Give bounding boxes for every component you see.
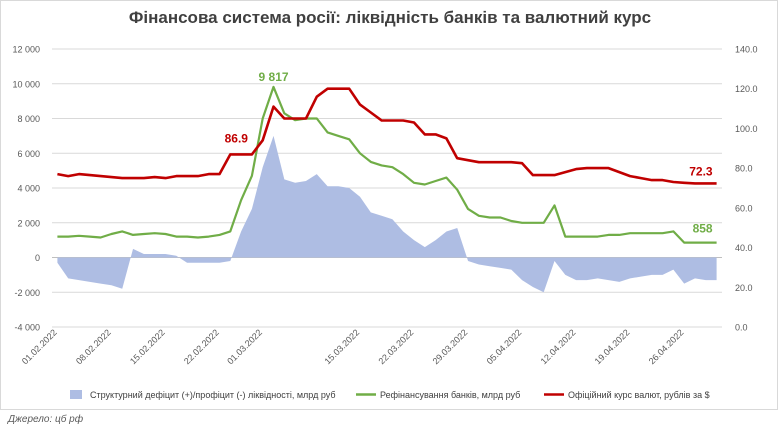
line-refinancing	[57, 85, 717, 244]
area-series	[57, 135, 717, 293]
right-tick-label: 120.0	[735, 84, 758, 94]
chart-frame	[0, 0, 778, 410]
left-tick-label: 8 000	[17, 114, 40, 124]
left-axis: -4 000 -2 000 0 2 000 4 000 6 000 8 000 10 000 1…	[12, 45, 40, 333]
right-tick-label: 100.0	[735, 124, 758, 134]
x-axis: 01.02.2022 08.02.2022 15.02.2022 22.02.2022…	[20, 327, 686, 366]
right-tick-label: 40.0	[735, 243, 753, 253]
x-tick-label: 08.02.2022	[74, 327, 113, 366]
label-rate-last: 72.3	[689, 164, 713, 178]
left-tick-label: 10 000	[12, 79, 40, 89]
left-tick-label: 2 000	[17, 218, 40, 228]
x-tick-label: 01.02.2022	[20, 327, 59, 366]
right-tick-label: 80.0	[735, 164, 753, 174]
chart-title: Фінансова система росії: ліквідність бан…	[128, 8, 652, 27]
left-tick-label: 0	[35, 253, 40, 263]
right-tick-label: 60.0	[735, 203, 753, 213]
right-axis: 0.0 20.0 40.0 60.0 80.0 100.0 120.0 140.0	[735, 45, 758, 333]
label-refinancing-last: 858	[693, 222, 713, 236]
x-tick-label: 26.04.2022	[647, 327, 686, 366]
line-exchange-rate	[57, 87, 717, 185]
grid	[52, 48, 722, 328]
right-tick-label: 140.0	[735, 45, 758, 55]
chart-svg: -4 000 -2 000 0 2 000 4 000 6 000 8 000 10 000 1…	[12, 45, 758, 401]
legend-swatch	[70, 390, 82, 399]
source-note: Джерело: цб рф	[8, 414, 84, 425]
legend-label: Офіційний курс валют, рублів за $	[568, 390, 710, 400]
x-tick-label: 29.03.2022	[431, 327, 470, 366]
legend-label: Структурний дефіцит (+)/профіцит (-) лік…	[90, 390, 336, 400]
left-tick-label: 4 000	[17, 184, 40, 194]
left-tick-label: 12 000	[12, 45, 40, 55]
x-tick-label: 22.02.2022	[182, 327, 221, 366]
left-tick-label: -2 000	[14, 288, 40, 298]
x-tick-label: 19.04.2022	[593, 327, 632, 366]
left-tick-label: -4 000	[14, 323, 40, 333]
right-tick-label: 0.0	[735, 323, 748, 333]
x-tick-label: 22.03.2022	[377, 327, 416, 366]
left-tick-label: 6 000	[17, 149, 40, 159]
area-liquidity	[57, 135, 717, 293]
data-labels: 9 817 858 86.9 72.3	[225, 70, 713, 236]
line-series	[57, 85, 717, 244]
legend-label: Рефінансування банків, млрд руб	[380, 390, 520, 400]
label-rate-early: 86.9	[225, 131, 249, 145]
x-tick-label: 15.03.2022	[322, 327, 361, 366]
x-tick-label: 12.04.2022	[539, 327, 578, 366]
x-tick-label: 01.03.2022	[225, 327, 264, 366]
label-refinancing-max: 9 817	[259, 70, 289, 84]
right-tick-label: 20.0	[735, 283, 753, 293]
x-tick-label: 15.02.2022	[128, 327, 167, 366]
x-tick-label: 05.04.2022	[485, 327, 524, 366]
legend: Структурний дефіцит (+)/профіцит (-) лік…	[70, 390, 710, 400]
